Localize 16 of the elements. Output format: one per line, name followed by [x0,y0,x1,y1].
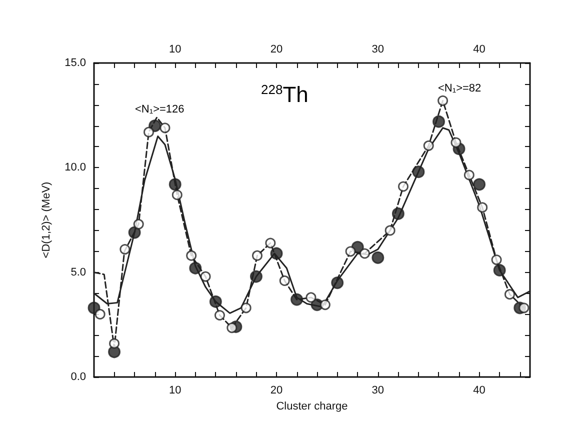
y-tick-label: 10.0 [64,162,86,174]
annotation: <N₁>=126 [135,104,184,116]
x2-tick-label: 10 [168,44,182,56]
x2-tick-label: 20 [270,44,283,56]
y-tick-label: 0.0 [70,371,86,383]
y-tick-label: 15.0 [64,57,86,69]
x-axis-title: Cluster charge [276,400,348,412]
x2-tick-label: 40 [473,44,486,56]
x-tick-label: 30 [372,384,384,396]
y-axis-title: <D(1,2)> (MeV) [40,182,52,258]
y-tick-label: 5.0 [70,266,86,278]
x-tick-label: 40 [473,384,486,396]
x2-tick-label: 30 [372,44,384,56]
x-tick-label: 10 [168,384,182,396]
annotation: <N₁>=82 [438,82,482,94]
x-tick-label: 20 [270,384,283,396]
